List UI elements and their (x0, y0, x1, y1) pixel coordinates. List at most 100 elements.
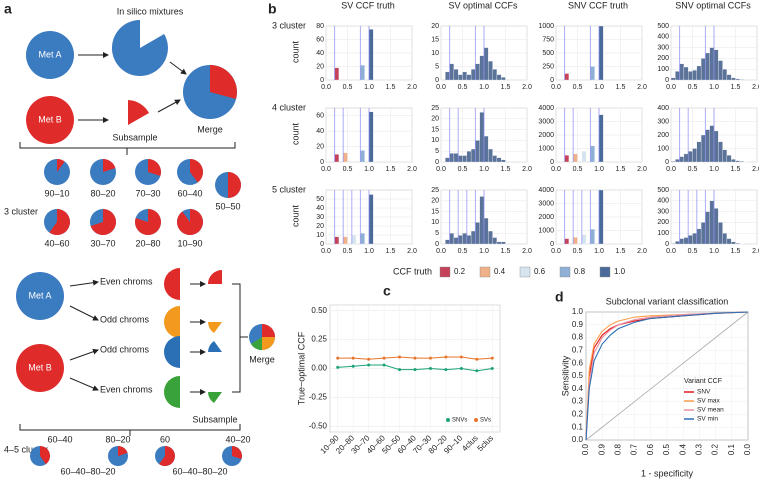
y-tick-label: 15 (431, 36, 439, 43)
y-tick-label: 20 (316, 223, 324, 230)
legend-swatch (474, 418, 478, 422)
bar (483, 217, 489, 245)
bar (581, 234, 587, 245)
bar (700, 134, 706, 163)
bar (449, 63, 455, 81)
mini-wedge (190, 159, 203, 183)
y-tick-label: 0.7 (572, 346, 584, 355)
y-tick-label: 500 (542, 50, 554, 57)
x-tick-label: 0.8 (614, 443, 623, 455)
y-tick-label: 0 (435, 241, 439, 248)
arrow (69, 377, 99, 391)
example: 60–40–80–20 (172, 466, 227, 476)
y-tick-label: 400 (657, 34, 669, 41)
legend-swatch (439, 266, 451, 278)
met-b (16, 344, 64, 392)
mix-label: 40–60 (44, 238, 69, 248)
wedge (210, 65, 237, 99)
x-tick-label: 1.0 (709, 248, 719, 255)
panel-label: b (268, 1, 277, 17)
bracket (19, 424, 241, 436)
column-title: SV CCF truth (341, 0, 395, 10)
legend-label: SV max (697, 398, 721, 405)
x-tick-label: 0.0 (551, 84, 561, 91)
mix-label: 90–10 (44, 188, 69, 198)
bar (713, 208, 719, 245)
point (351, 356, 355, 360)
wedge (128, 100, 149, 125)
point (367, 357, 371, 361)
x-tick-label: 5clus (476, 434, 496, 454)
bar (709, 200, 715, 245)
bar (334, 236, 340, 245)
row-label: 5 cluster (272, 184, 306, 194)
x-tick-label: 1.5 (501, 248, 511, 255)
x-tick-label: 2.0 (407, 166, 417, 173)
x-tick-label: 0.0 (666, 84, 676, 91)
y-tick-label: 20 (431, 116, 439, 123)
x-tick-label: 0.4 (678, 443, 687, 455)
y-tick-label: 15 (431, 208, 439, 215)
bar (492, 237, 498, 245)
y-tick-label: 0.8 (572, 333, 584, 342)
x-tick-label: 0.5 (662, 443, 671, 455)
point (351, 364, 355, 368)
y-tick-label: 0 (320, 241, 324, 248)
y-tick-label: 1000 (538, 23, 554, 30)
x-tick-label: 0.0 (321, 84, 331, 91)
chroms: Even chroms (100, 384, 153, 394)
x-tick-label: 1.0 (594, 248, 604, 255)
met-a-label: Met A (28, 290, 51, 300)
met-a (16, 272, 64, 320)
bar (692, 148, 697, 163)
point (475, 369, 479, 373)
x-tick-label: 1.0 (479, 248, 489, 255)
x-tick-label: 1.5 (731, 84, 741, 91)
bar (679, 156, 685, 163)
point (459, 367, 463, 370)
y-tick-label: 300 (657, 208, 669, 215)
y-tick-label: 30 (316, 214, 324, 221)
point (336, 365, 340, 369)
mix-label: 50–50 (215, 201, 240, 211)
y-tick-label: 60 (316, 36, 324, 43)
x-tick-label: 1.0 (594, 84, 604, 91)
y-tick-label: 25 (431, 187, 439, 194)
legend-label: SNV (697, 389, 711, 396)
bar (360, 150, 365, 163)
y-axis-label: Sensitivity (560, 355, 570, 396)
x-tick-label: 0.5 (458, 248, 468, 255)
y-tick-label: 100 (657, 230, 669, 237)
bar (675, 71, 680, 81)
bar (722, 69, 728, 81)
bar (709, 125, 715, 163)
bar (709, 47, 715, 81)
arrow (157, 99, 181, 113)
bar (479, 55, 485, 81)
wedge (208, 341, 222, 352)
y-tick-label: 0 (320, 159, 324, 166)
mini-wedge (57, 159, 65, 172)
y-tick-label: 20 (431, 23, 439, 30)
x-tick-label: 0.5 (343, 248, 353, 255)
bar (675, 241, 680, 245)
bar (501, 241, 506, 245)
bar (501, 159, 506, 163)
x-tick-label: 0.9 (597, 443, 606, 455)
point (336, 356, 340, 360)
subsample: Subsample (192, 414, 237, 424)
bar (496, 74, 502, 81)
bar (360, 233, 365, 245)
y-tick-label: 10 (316, 232, 324, 239)
y-tick-label: 300 (657, 118, 669, 125)
y-tick-label: 10 (431, 219, 439, 226)
x-tick-label: 1.0 (364, 84, 374, 91)
x-tick-label: 0.5 (458, 166, 468, 173)
y-tick-label: 400 (657, 105, 669, 112)
bar (449, 153, 455, 163)
y-tick-label: 0 (435, 159, 439, 166)
bar (453, 69, 459, 81)
chroms: Even chroms (100, 276, 153, 286)
x-tick-label: 4clus (460, 434, 480, 454)
